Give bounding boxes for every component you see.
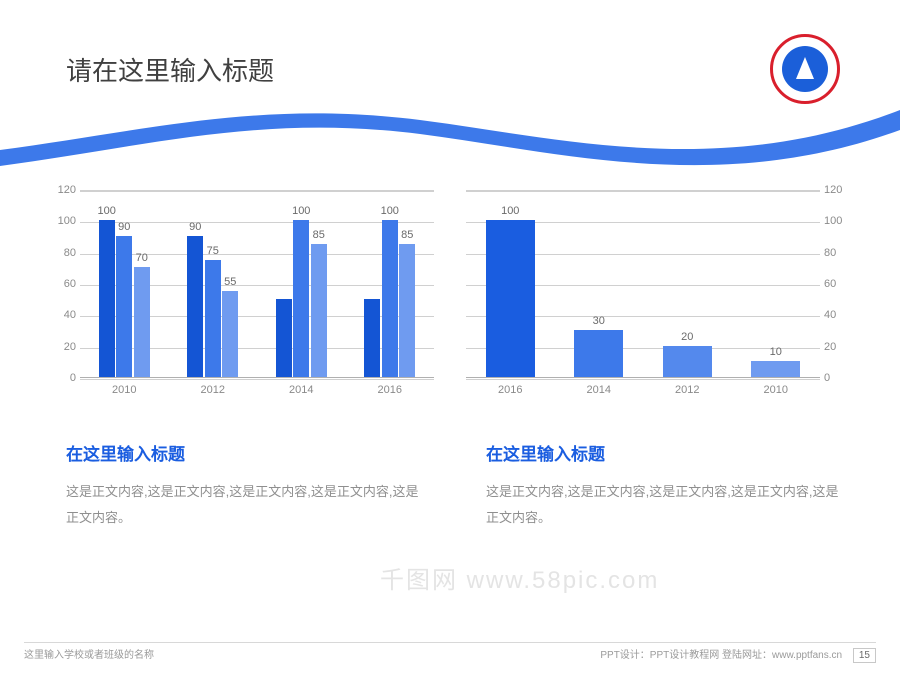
bar (293, 220, 309, 377)
x-category: 2012 (675, 384, 699, 396)
bar-value-label: 100 (98, 205, 116, 217)
bar-value-label: 10 (770, 346, 782, 358)
bar-value-label: 100 (381, 205, 399, 217)
ytick: 0 (48, 372, 76, 384)
bar-value-label: 100 (292, 205, 310, 217)
bar-value-label: 90 (118, 221, 130, 233)
ytick: 60 (48, 278, 76, 290)
ytick: 120 (824, 184, 852, 196)
bar (276, 299, 292, 377)
ytick: 20 (824, 341, 852, 353)
x-category: 2016 (378, 384, 402, 396)
bar-value-label: 85 (401, 229, 413, 241)
bar-value-label: 30 (593, 315, 605, 327)
body-0: 这是正文内容,这是正文内容,这是正文内容,这是正文内容,这是正文内容。 (66, 479, 426, 531)
footer-left: 这里输入学校或者班级的名称 (24, 646, 154, 661)
ytick: 120 (48, 184, 76, 196)
bar (187, 236, 203, 377)
text-block-0: 在这里输入标题 这是正文内容,这是正文内容,这是正文内容,这是正文内容,这是正文… (66, 440, 426, 531)
bar (222, 291, 238, 377)
bar (205, 260, 221, 378)
bar-value-label: 55 (224, 276, 236, 288)
ytick: 100 (824, 215, 852, 227)
ytick: 40 (824, 309, 852, 321)
x-category: 2014 (587, 384, 611, 396)
subtitle-0: 在这里输入标题 (66, 440, 426, 465)
page-number: 15 (853, 648, 876, 663)
watermark: 千图网 www.58pic.com (380, 560, 659, 595)
x-category: 2012 (201, 384, 225, 396)
slide: 请在这里输入标题 0204060801001201009070201090755… (0, 0, 900, 675)
bar (663, 346, 712, 377)
chart-right: 0204060801001201002016302014202012102010 (462, 190, 852, 400)
bar (99, 220, 115, 377)
ytick: 0 (824, 372, 852, 384)
bar (486, 220, 535, 377)
footer-url[interactable]: www.pptfans.cn (772, 650, 842, 661)
x-category: 2014 (289, 384, 313, 396)
bar (311, 244, 327, 377)
bar (382, 220, 398, 377)
bar-value-label: 75 (207, 245, 219, 257)
swoosh-graphic (0, 72, 900, 192)
text-block-1: 在这里输入标题 这是正文内容,这是正文内容,这是正文内容,这是正文内容,这是正文… (486, 440, 846, 531)
ytick: 80 (824, 247, 852, 259)
chart-left: 0204060801001201009070201090755520121008… (48, 190, 438, 400)
bar (116, 236, 132, 377)
ytick: 80 (48, 247, 76, 259)
body-1: 这是正文内容,这是正文内容,这是正文内容,这是正文内容,这是正文内容。 (486, 479, 846, 531)
footer-right: PPT设计：PPT设计教程网 登陆网址：www.pptfans.cn 15 (600, 646, 876, 661)
x-category: 2010 (764, 384, 788, 396)
charts-row: 0204060801001201009070201090755520121008… (48, 190, 852, 400)
ytick: 40 (48, 309, 76, 321)
text-row: 在这里输入标题 这是正文内容,这是正文内容,这是正文内容,这是正文内容,这是正文… (66, 440, 846, 531)
bar-value-label: 20 (681, 331, 693, 343)
bar (751, 361, 800, 377)
x-category: 2010 (112, 384, 136, 396)
bar-value-label: 85 (313, 229, 325, 241)
bar (364, 299, 380, 377)
bar-value-label: 70 (136, 252, 148, 264)
bar-value-label: 100 (501, 205, 519, 217)
bar-value-label: 90 (189, 221, 201, 233)
bar (134, 267, 150, 377)
ytick: 100 (48, 215, 76, 227)
footer: 这里输入学校或者班级的名称 PPT设计：PPT设计教程网 登陆网址：www.pp… (24, 646, 876, 661)
footer-divider (24, 642, 876, 643)
bar (399, 244, 415, 377)
ytick: 20 (48, 341, 76, 353)
ytick: 60 (824, 278, 852, 290)
bar (574, 330, 623, 377)
x-category: 2016 (498, 384, 522, 396)
subtitle-1: 在这里输入标题 (486, 440, 846, 465)
